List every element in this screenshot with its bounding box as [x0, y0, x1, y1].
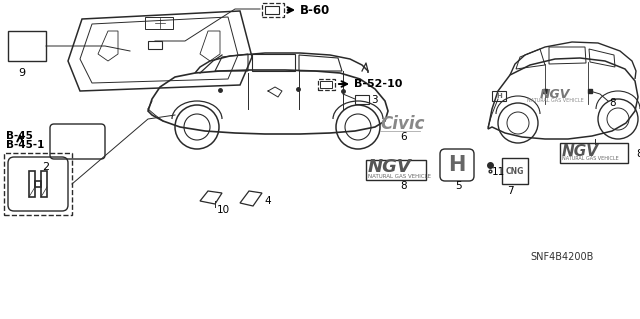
Text: 4: 4 — [264, 196, 271, 206]
Text: 8: 8 — [400, 181, 406, 191]
Text: B-45: B-45 — [6, 131, 33, 141]
Text: NATURAL GAS VEHICLE: NATURAL GAS VEHICLE — [527, 99, 584, 103]
Text: 10: 10 — [217, 205, 230, 215]
Text: NGV: NGV — [368, 158, 412, 176]
Text: 11: 11 — [492, 167, 505, 177]
Text: H: H — [496, 93, 502, 99]
Text: NATURAL GAS VEHICLE: NATURAL GAS VEHICLE — [368, 174, 431, 179]
Text: SNF4B4200B: SNF4B4200B — [530, 252, 593, 262]
Text: B-45-1: B-45-1 — [6, 140, 44, 150]
Text: 8: 8 — [609, 98, 616, 108]
Text: 3: 3 — [371, 95, 378, 105]
Text: CNG: CNG — [506, 167, 524, 175]
Text: 2: 2 — [42, 162, 49, 172]
Text: 8: 8 — [636, 149, 640, 159]
Text: 9: 9 — [19, 68, 26, 78]
Text: NATURAL GAS VEHICLE: NATURAL GAS VEHICLE — [562, 157, 619, 161]
Text: 6: 6 — [400, 132, 406, 142]
Text: Civic: Civic — [380, 115, 424, 133]
Text: 5: 5 — [454, 181, 461, 191]
Text: 7: 7 — [507, 186, 513, 196]
Text: B-60: B-60 — [300, 4, 330, 17]
Text: NGV: NGV — [562, 144, 599, 159]
Text: B-52-10: B-52-10 — [354, 79, 403, 89]
Text: H: H — [448, 155, 466, 175]
Text: NGV: NGV — [540, 87, 570, 100]
